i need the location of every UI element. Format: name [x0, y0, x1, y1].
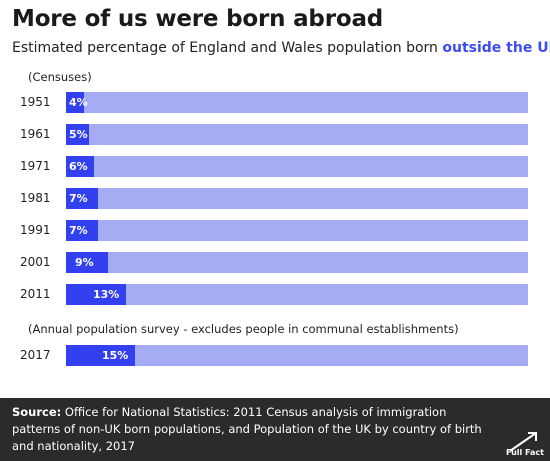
full-fact-logo-icon [509, 432, 537, 452]
bar-1951 [66, 92, 84, 113]
subtitle-highlight: outside the UK [442, 40, 550, 56]
bar-2017 [66, 345, 135, 366]
value-label-1981: 7% [69, 192, 88, 205]
logo-text: Full Fact [506, 448, 544, 457]
bar-track-2001: 9% [66, 252, 528, 273]
value-label-2017: 15% [102, 349, 129, 362]
value-label-1951: 4% [69, 96, 88, 109]
bar-1991 [66, 220, 98, 241]
bar-track-1971: 6% [66, 156, 528, 177]
year-label-1951: 1951 [20, 95, 51, 109]
bar-track-1951: 4% [66, 92, 528, 113]
bar-track-2011: 13% [66, 284, 528, 305]
year-label-2001: 2001 [20, 255, 51, 269]
value-label-1991: 7% [69, 224, 88, 237]
value-label-1961: 5% [69, 128, 88, 141]
chart-title: More of us were born abroad [12, 6, 384, 32]
year-label-1991: 1991 [20, 223, 51, 237]
source-text: Source: Office for National Statistics: … [12, 404, 482, 455]
value-label-2001: 9% [75, 256, 94, 269]
year-label-2017: 2017 [20, 348, 51, 362]
footer: Source: Office for National Statistics: … [0, 398, 550, 461]
bar-2001 [66, 252, 108, 273]
bar-track-1981: 7% [66, 188, 528, 209]
subtitle-text: Estimated percentage of England and Wale… [12, 40, 443, 56]
survey-note: (Annual population survey - excludes peo… [28, 322, 459, 336]
bar-2011 [66, 284, 126, 305]
bar-1981 [66, 188, 98, 209]
bar-track-1961: 5% [66, 124, 528, 145]
value-label-1971: 6% [69, 160, 88, 173]
chart-subtitle: Estimated percentage of England and Wale… [12, 40, 550, 56]
source-label: Source: [12, 405, 62, 419]
value-label-2011: 13% [93, 288, 120, 301]
bar-track-1991: 7% [66, 220, 528, 241]
bar-1961 [66, 124, 89, 145]
bar-track-2017: 15% [66, 345, 528, 366]
year-label-1961: 1961 [20, 127, 51, 141]
census-note: (Censuses) [28, 70, 92, 84]
source-body: Office for National Statistics: 2011 Cen… [12, 405, 482, 453]
year-label-1981: 1981 [20, 191, 51, 205]
year-label-2011: 2011 [20, 287, 51, 301]
year-label-1971: 1971 [20, 159, 51, 173]
bar-1971 [66, 156, 94, 177]
